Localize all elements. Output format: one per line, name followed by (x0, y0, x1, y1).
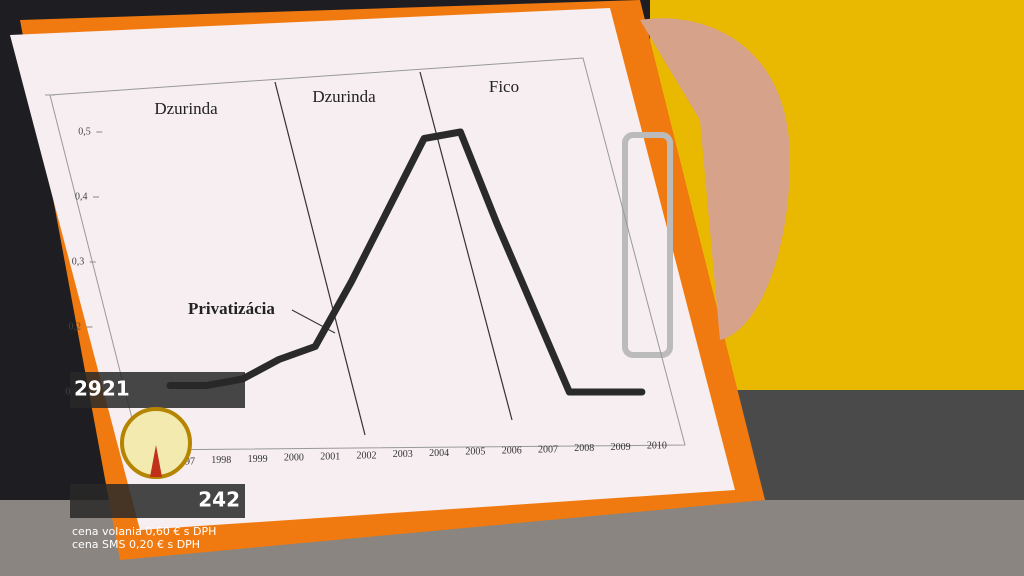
x-tick-label: 2009 (611, 442, 631, 453)
x-tick-label: 2008 (574, 443, 594, 454)
period-label: Fico (489, 77, 519, 96)
period-label: Dzurinda (312, 87, 376, 106)
y-tick-label: 0,5 (78, 126, 91, 137)
x-tick-label: 2002 (357, 450, 377, 461)
x-tick-label: 2000 (284, 453, 304, 464)
data-line (166, 128, 646, 396)
y-tick-label: 0,4 (75, 191, 88, 202)
x-tick-label: 2010 (647, 441, 667, 452)
price-call: cena volania 0,60 € s DPH (72, 525, 216, 538)
votes-bottom: 242 (198, 488, 240, 512)
x-tick-label: 2004 (429, 448, 449, 459)
x-tick-label: 2007 (538, 444, 558, 455)
overlay-box (70, 484, 245, 518)
gauge-needle (150, 445, 162, 477)
overlay-box (70, 372, 245, 408)
x-tick-label: 1999 (248, 454, 268, 465)
x-tick-label: 2003 (393, 449, 413, 460)
x-tick-label: 2001 (320, 451, 340, 462)
clip (622, 132, 673, 358)
period-label: Dzurinda (154, 99, 218, 118)
period-divider (274, 81, 366, 436)
price-sms: cena SMS 0,20 € s DPH (72, 538, 200, 551)
votes-top: 2921 (74, 377, 130, 401)
x-tick-label: 1998 (211, 455, 231, 466)
chart-frame (49, 57, 686, 451)
x-tick-label: 2005 (465, 447, 485, 458)
annotation: Privatizácia (188, 299, 275, 318)
x-tick-label: 2006 (502, 445, 522, 456)
hand (640, 18, 790, 340)
y-tick-label: 0,2 (69, 321, 82, 332)
y-tick-label: 0,3 (72, 256, 85, 267)
period-divider (419, 71, 513, 421)
